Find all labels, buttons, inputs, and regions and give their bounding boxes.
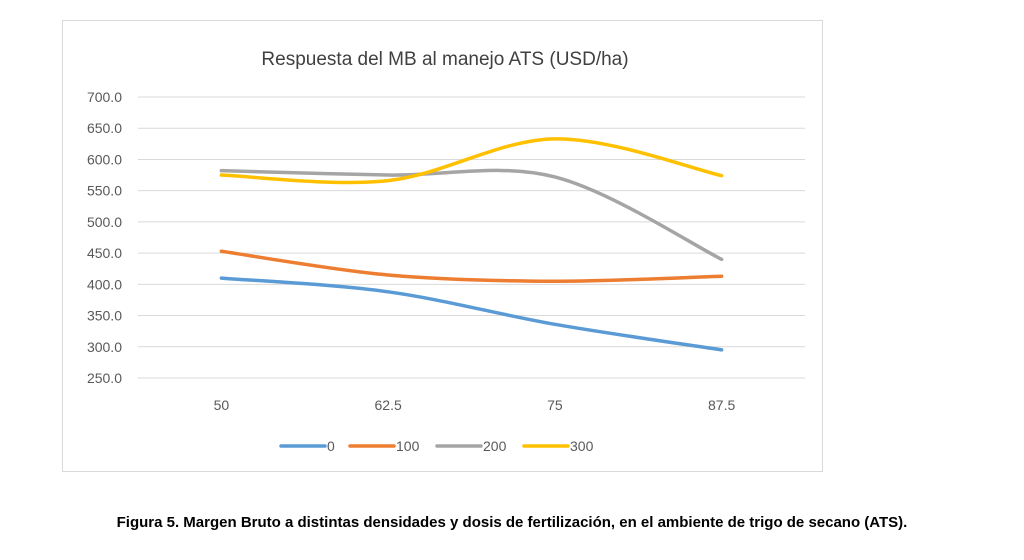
series-line-0 [219, 276, 724, 352]
y-axis-ticks: 700.0 650.0 600.0 550.0 500.0 450.0 400.0 350.0… [87, 89, 122, 386]
series-line-100 [219, 249, 724, 283]
y-tick-label: 600.0 [87, 151, 122, 167]
figure-caption: Figura 5. Margen Bruto a distintas densi… [116, 514, 908, 531]
x-tick-label: 50 [214, 397, 230, 413]
legend: 0 100 200 300 [279, 438, 594, 454]
y-tick-label: 500.0 [87, 214, 122, 230]
legend-label: 100 [396, 438, 420, 454]
series-line-300 [219, 137, 724, 185]
legend-label: 300 [570, 438, 594, 454]
legend-label: 200 [483, 438, 507, 454]
y-tick-label: 450.0 [87, 245, 122, 261]
chart-title: Respuesta del MB al manejo ATS (USD/ha) [261, 49, 628, 70]
y-tick-label: 350.0 [87, 308, 122, 324]
series-line-200 [219, 168, 724, 262]
y-tick-label: 250.0 [87, 370, 122, 386]
x-tick-label: 87.5 [708, 397, 735, 413]
legend-label: 0 [327, 438, 335, 454]
y-tick-label: 550.0 [87, 183, 122, 199]
gridlines [138, 96, 805, 379]
x-tick-label: 75 [547, 397, 563, 413]
y-tick-label: 700.0 [87, 89, 122, 105]
y-tick-label: 400.0 [87, 276, 122, 292]
y-tick-label: 650.0 [87, 120, 122, 136]
chart-frame: Respuesta del MB al manejo ATS (USD/ha) … [62, 20, 823, 472]
series-lines [219, 137, 724, 352]
line-chart: Respuesta del MB al manejo ATS (USD/ha) … [87, 49, 805, 454]
y-tick-label: 300.0 [87, 339, 122, 355]
x-tick-label: 62.5 [375, 397, 402, 413]
x-axis-ticks: 50 62.5 75 87.5 [214, 397, 736, 413]
